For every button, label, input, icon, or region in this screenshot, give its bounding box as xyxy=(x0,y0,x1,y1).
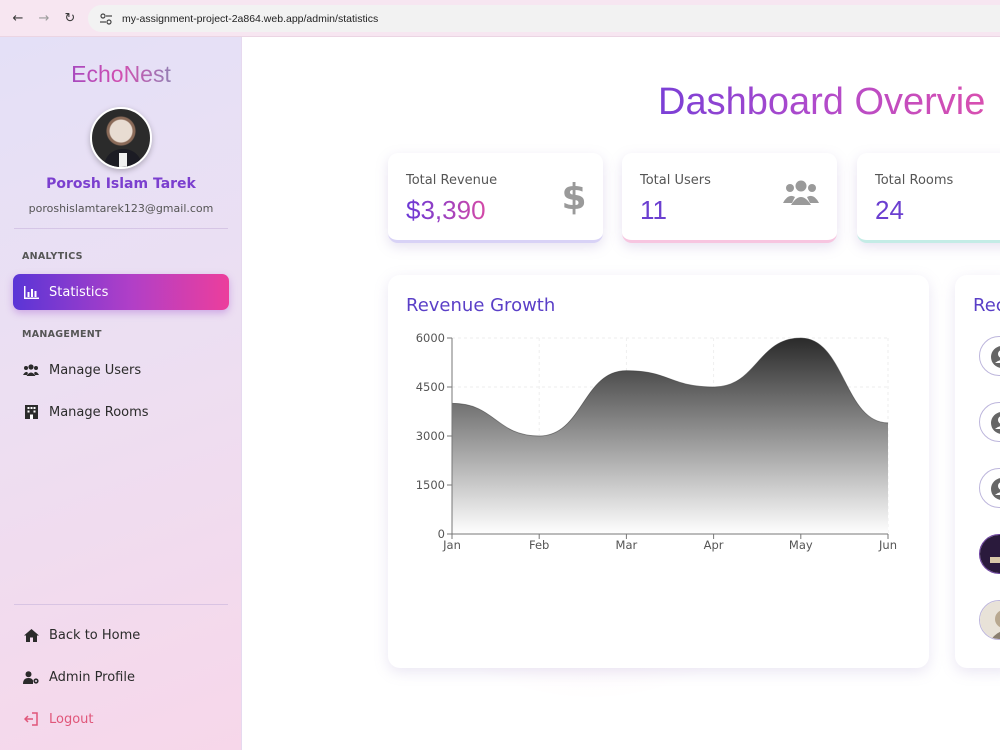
x-tick-label: May xyxy=(789,538,813,552)
x-tick-label: Jan xyxy=(442,538,461,552)
url-text[interactable]: my-assignment-project-2a864.web.app/admi… xyxy=(122,12,379,25)
x-tick-label: Feb xyxy=(529,538,549,552)
x-tick-label: Jun xyxy=(878,538,897,552)
section-label-analytics: ANALYTICS xyxy=(22,251,83,262)
forward-icon[interactable]: → xyxy=(38,10,50,26)
user-email: poroshislamtarek123@gmail.com xyxy=(28,202,214,215)
chart-title: Revenue Growth xyxy=(406,295,556,316)
sidebar-item-back-home[interactable]: Back to Home xyxy=(13,617,229,653)
sidebar-item-logout[interactable]: Logout xyxy=(13,701,229,737)
y-tick-label: 0 xyxy=(438,527,445,541)
sidebar-item-statistics[interactable]: Statistics xyxy=(13,274,229,310)
svg-text:$: $ xyxy=(563,179,585,215)
home-icon xyxy=(22,626,40,644)
logout-icon xyxy=(22,710,40,728)
stat-label: Total Rooms xyxy=(875,173,954,188)
sidebar-item-label: Statistics xyxy=(49,284,109,300)
user-gear-icon xyxy=(22,668,40,686)
y-tick-label: 6000 xyxy=(416,331,445,345)
stat-card-rooms: Total Rooms 24 xyxy=(857,153,1000,243)
sidebar-item-label: Logout xyxy=(49,711,94,727)
users-icon xyxy=(783,179,819,209)
brand-logo[interactable]: EchoNest xyxy=(0,61,242,88)
recent-panel: Rec xyxy=(955,275,1000,668)
sidebar-item-manage-users[interactable]: Manage Users xyxy=(13,352,229,388)
stat-value: 24 xyxy=(875,195,904,225)
revenue-chart: 0 1500 3000 4500 6000 Jan Feb Mar Apr May Jun xyxy=(416,331,897,552)
sidebar-item-label: Back to Home xyxy=(49,627,141,643)
stat-card-users: Total Users 11 xyxy=(622,153,837,243)
divider xyxy=(14,228,228,229)
building-icon xyxy=(22,403,40,421)
page-title: Dashboard Overvie xyxy=(658,81,986,123)
browser-toolbar: ← → ↻ my-assignment-project-2a864.web.ap… xyxy=(0,0,1000,37)
main-content: Dashboard Overvie Total Revenue $3,390 $… xyxy=(242,37,1000,750)
revenue-area xyxy=(452,338,888,534)
sidebar-item-label: Manage Rooms xyxy=(49,404,149,420)
revenue-chart-panel: Revenue Growth 0 1500 3000 4500 6000 Jan Feb Ma… xyxy=(388,275,929,668)
sidebar: EchoNest Porosh Islam Tarek poroshislamt… xyxy=(0,37,242,750)
stat-label: Total Users xyxy=(640,173,711,188)
recent-avatar[interactable] xyxy=(979,336,1000,376)
y-tick-label: 3000 xyxy=(416,429,445,443)
y-tick-label: 1500 xyxy=(416,478,445,492)
y-tick-label: 4500 xyxy=(416,380,445,394)
reload-icon[interactable]: ↻ xyxy=(64,10,76,26)
dollar-icon: $ xyxy=(561,177,586,219)
revenue-line xyxy=(451,337,889,437)
sidebar-item-manage-rooms[interactable]: Manage Rooms xyxy=(13,394,229,430)
sidebar-item-admin-profile[interactable]: Admin Profile xyxy=(13,659,229,695)
stat-value: 11 xyxy=(640,195,667,225)
avatar xyxy=(90,107,152,169)
recent-avatar[interactable] xyxy=(979,468,1000,508)
avatar-collar xyxy=(119,153,127,167)
divider xyxy=(14,604,228,605)
recent-title: Rec xyxy=(973,295,1000,316)
user-name: Porosh Islam Tarek xyxy=(46,176,196,192)
stat-label: Total Revenue xyxy=(406,173,498,188)
back-icon[interactable]: ← xyxy=(12,10,24,26)
address-bar[interactable]: my-assignment-project-2a864.web.app/admi… xyxy=(88,5,1000,32)
section-label-management: MANAGEMENT xyxy=(22,329,102,340)
stat-card-revenue: Total Revenue $3,390 $ xyxy=(388,153,603,243)
users-icon xyxy=(22,361,40,379)
chart-icon xyxy=(22,283,40,301)
sidebar-item-label: Admin Profile xyxy=(49,669,135,685)
x-tick-label: Apr xyxy=(704,538,724,552)
x-tick-label: Mar xyxy=(616,538,638,552)
site-settings-icon[interactable] xyxy=(98,11,114,27)
recent-avatar[interactable] xyxy=(979,402,1000,442)
recent-avatar[interactable] xyxy=(979,534,1000,574)
recent-avatar[interactable] xyxy=(979,600,1000,640)
sidebar-item-label: Manage Users xyxy=(49,362,142,378)
stat-value: $3,390 xyxy=(406,195,486,225)
